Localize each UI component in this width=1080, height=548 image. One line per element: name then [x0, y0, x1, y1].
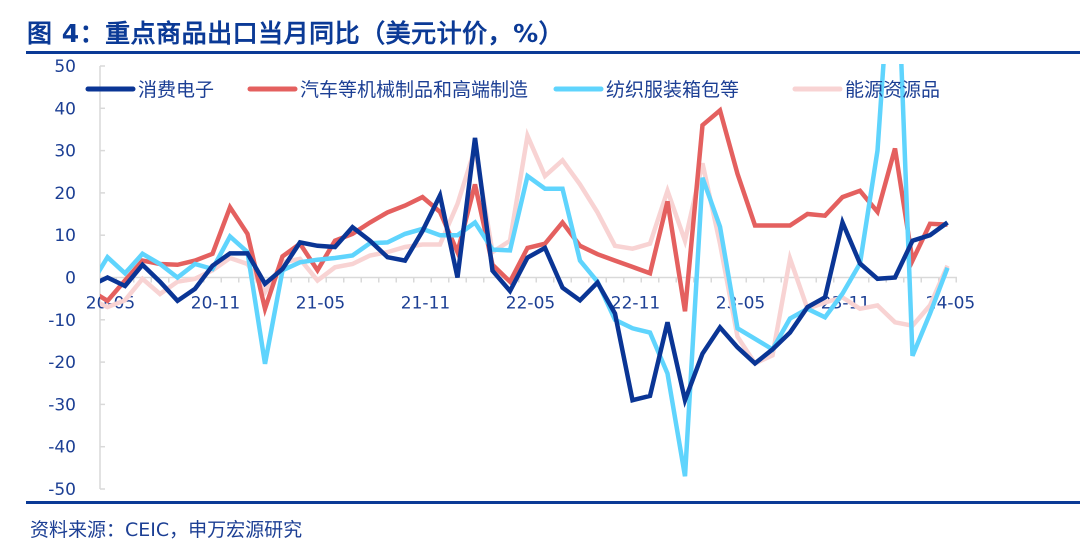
legend: 消费电子 汽车等机械制品和高端制造 纺织服装箱包等 能源资源品: [85, 79, 940, 101]
series-line-3: [100, 127, 950, 367]
y-tick-label: -20: [48, 353, 76, 373]
y-tick-label: 40: [54, 99, 76, 119]
chart-title: 图 4：重点商品出口当月同比（美元计价，%）: [27, 19, 565, 48]
y-tick-label: 30: [54, 142, 76, 162]
legend-label: 消费电子: [138, 79, 214, 101]
series-lines: [100, 64, 950, 477]
x-tick-label: 23-05: [716, 294, 765, 314]
x-tick-label: 21-05: [296, 294, 345, 314]
series-line-0: [100, 137, 949, 409]
x-tick-label: 22-05: [506, 294, 555, 314]
x-tick-label: 21-11: [401, 294, 450, 314]
y-tick-label: -10: [48, 311, 76, 331]
legend-label: 能源资源品: [845, 79, 940, 101]
title-rule: [26, 51, 1080, 54]
y-tick-label: 10: [54, 226, 76, 246]
y-tick-label: 0: [65, 269, 76, 289]
x-tick-label: 20-05: [86, 294, 135, 314]
source-rule: [26, 501, 1080, 504]
x-tick-label: 22-11: [611, 294, 660, 314]
x-tick-label: 20-11: [191, 294, 240, 314]
series-line-1: [100, 106, 948, 318]
y-tick-label: -30: [48, 395, 76, 415]
y-tick-label: 50: [54, 57, 76, 77]
y-tick-label: -40: [48, 438, 76, 458]
legend-label: 纺织服装箱包等: [606, 79, 739, 101]
y-tick-label: -50: [48, 480, 76, 500]
source-note: 资料来源：CEIC，申万宏源研究: [30, 519, 303, 541]
legend-label: 汽车等机械制品和高端制造: [300, 79, 528, 101]
axes: 50 40 30 20 10 0 -10 -20 -30 -40 -50 20-05 20-11 21-0…: [48, 57, 975, 500]
y-tick-label: 20: [54, 184, 76, 204]
